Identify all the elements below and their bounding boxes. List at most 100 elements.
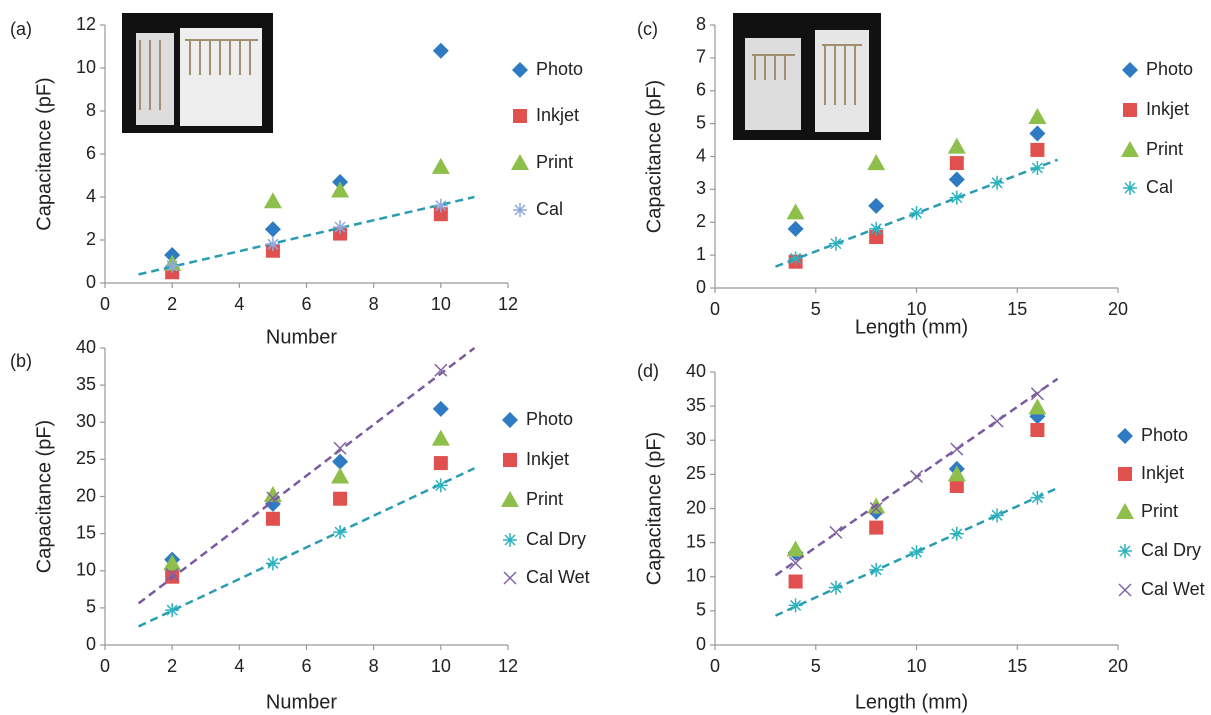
legend-label: Print [536, 152, 573, 172]
y-tick-label: 2 [86, 229, 96, 249]
legend-marker [511, 154, 529, 170]
x-axis-title: Number [266, 326, 337, 348]
x-tick-label: 15 [1007, 656, 1027, 676]
x-tick-label: 0 [100, 656, 110, 676]
point [1030, 490, 1045, 505]
y-tick-label: 1 [696, 244, 706, 264]
point [869, 520, 884, 535]
y-tick-label: 6 [86, 143, 96, 163]
y-tick-label: 0 [86, 272, 96, 292]
x-tick-label: 20 [1108, 656, 1128, 676]
y-tick-label: 4 [86, 186, 96, 206]
point [869, 221, 884, 236]
point [788, 574, 803, 589]
point [828, 580, 843, 595]
point [264, 221, 281, 238]
point [909, 206, 924, 221]
point [433, 207, 448, 222]
legend-label: Photo [1146, 59, 1193, 79]
point [909, 469, 924, 483]
point [947, 137, 966, 154]
point [949, 156, 964, 171]
point [990, 508, 1005, 523]
trendline [138, 467, 475, 628]
y-tick-label: 30 [76, 411, 96, 431]
x-tick-label: 10 [431, 294, 451, 314]
legend-label: Cal Wet [526, 567, 590, 587]
panel-label: (d) [637, 361, 659, 381]
x-tick-label: 5 [811, 656, 821, 676]
x-tick-label: 20 [1108, 299, 1128, 319]
legend-marker [501, 491, 519, 507]
y-tick-label: 15 [686, 531, 706, 551]
legend-marker [513, 109, 527, 123]
y-tick-label: 3 [696, 178, 706, 198]
y-tick-label: 40 [76, 337, 96, 357]
legend-label: Print [1146, 139, 1183, 159]
y-tick-label: 10 [76, 560, 96, 580]
panel-label: (b) [10, 351, 32, 371]
x-tick-label: 10 [906, 299, 926, 319]
legend-marker [503, 571, 517, 585]
x-tick-label: 4 [234, 656, 244, 676]
point [333, 441, 347, 455]
y-tick-label: 0 [86, 634, 96, 654]
point [869, 230, 884, 245]
y-axis-title: Capacitance (pF) [643, 432, 665, 585]
point [1028, 108, 1047, 125]
x-tick-label: 12 [498, 294, 518, 314]
y-tick-label: 12 [76, 14, 96, 34]
point [990, 175, 1005, 190]
y-tick-label: 25 [686, 463, 706, 483]
y-tick-label: 5 [86, 597, 96, 617]
y-tick-label: 2 [696, 211, 706, 231]
legend-label: Inkjet [1146, 99, 1189, 119]
legend-marker [503, 453, 517, 467]
y-tick-label: 4 [696, 145, 706, 165]
legend-marker [512, 62, 528, 78]
legend-marker [502, 412, 518, 428]
y-tick-label: 8 [696, 14, 706, 34]
y-tick-label: 15 [76, 522, 96, 542]
y-tick-label: 10 [76, 57, 96, 77]
point [990, 414, 1004, 428]
point [263, 192, 282, 209]
point [331, 467, 350, 484]
x-axis-title: Length (mm) [855, 691, 968, 713]
x-tick-label: 4 [234, 294, 244, 314]
point [1030, 423, 1045, 438]
y-tick-label: 6 [696, 80, 706, 100]
x-tick-label: 0 [100, 294, 110, 314]
legend-label: Print [1141, 501, 1178, 521]
legend-label: Print [526, 489, 563, 509]
point [949, 526, 964, 541]
inset-photo-a [122, 13, 273, 133]
point [263, 486, 282, 503]
panel-label: (c) [637, 19, 658, 39]
y-tick-label: 40 [686, 361, 706, 381]
y-tick-label: 35 [686, 395, 706, 415]
point [1029, 125, 1046, 142]
y-axis-title: Capacitance (pF) [643, 80, 665, 233]
point [786, 540, 805, 557]
x-tick-label: 6 [301, 656, 311, 676]
legend-marker [1117, 428, 1133, 444]
y-tick-label: 25 [76, 448, 96, 468]
legend-label: Photo [536, 59, 583, 79]
point [787, 220, 804, 237]
point [1030, 161, 1045, 176]
point [909, 545, 924, 560]
x-tick-label: 15 [1007, 299, 1027, 319]
legend-marker [1123, 181, 1137, 195]
legend-marker [1118, 583, 1132, 597]
point [869, 562, 884, 577]
point [266, 491, 280, 505]
point [331, 181, 350, 198]
y-axis-title: Capacitance (pF) [33, 77, 55, 230]
x-tick-label: 10 [906, 656, 926, 676]
point [867, 154, 886, 171]
y-tick-label: 5 [696, 112, 706, 132]
point [333, 525, 348, 540]
legend-label: Photo [1141, 425, 1188, 445]
point [265, 556, 280, 571]
